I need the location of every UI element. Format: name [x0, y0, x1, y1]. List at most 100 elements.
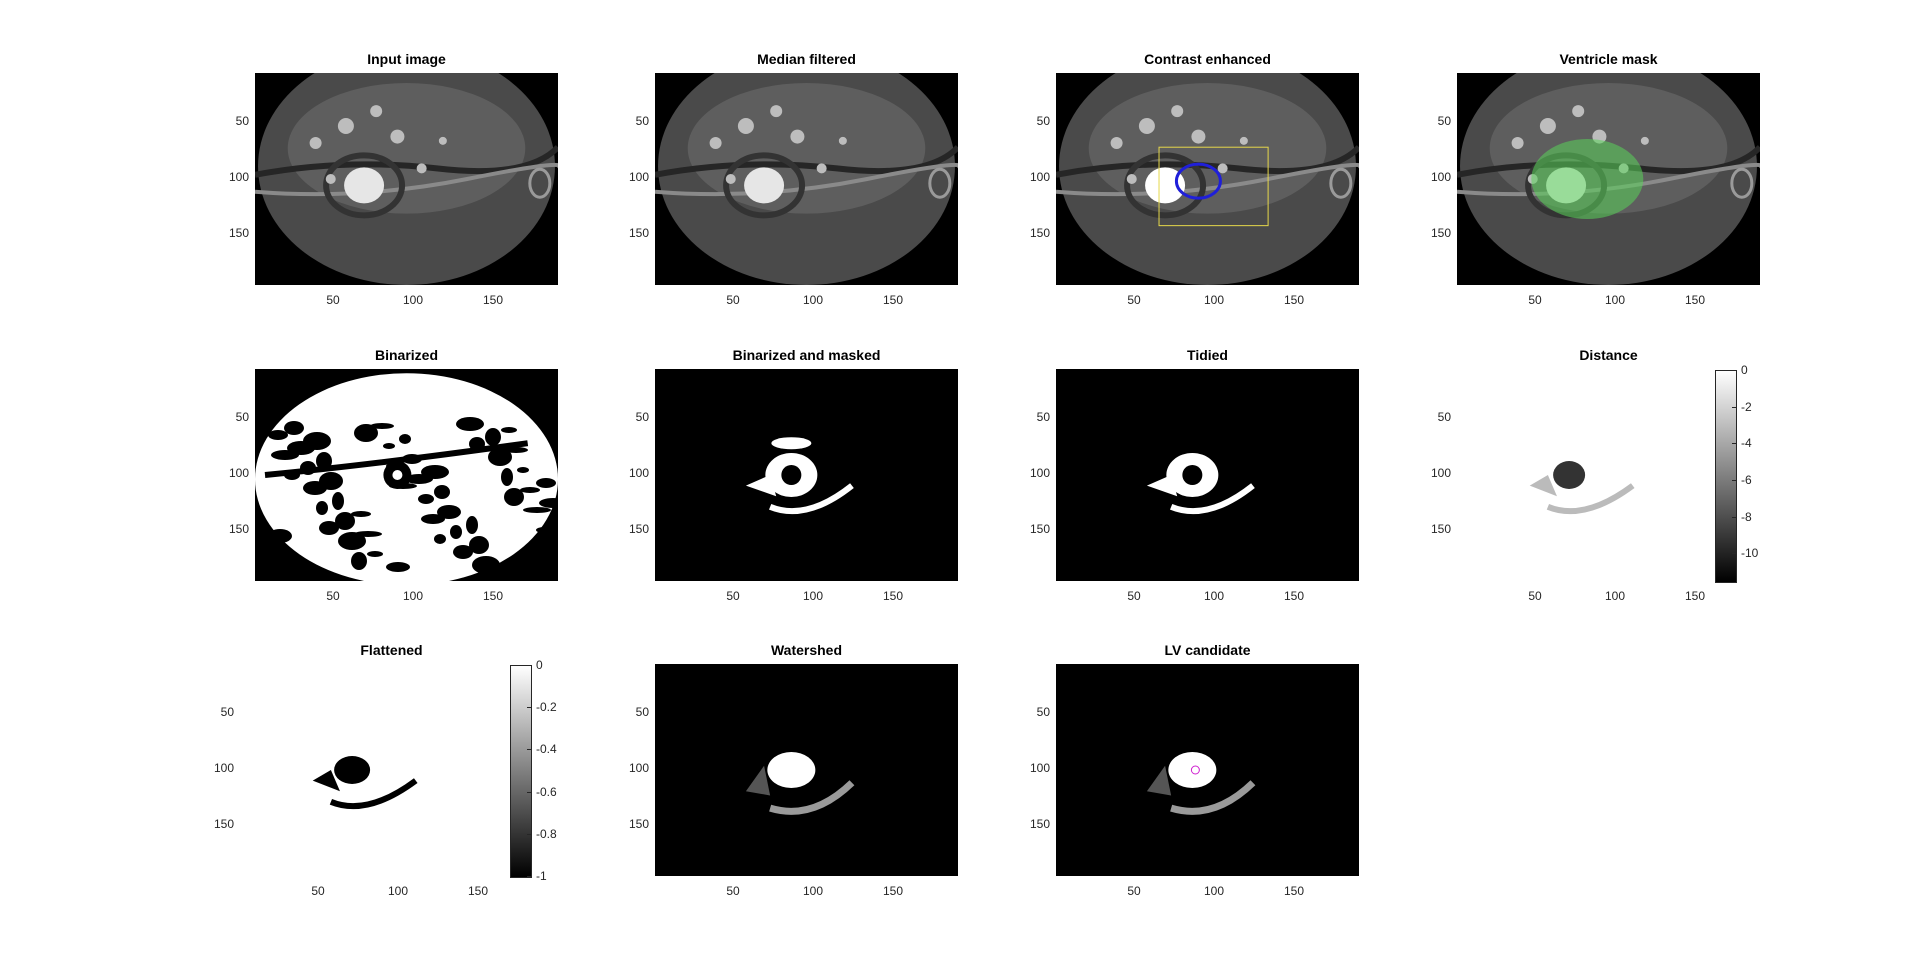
- x-tick-label: 100: [1203, 884, 1225, 898]
- y-tick-label: 100: [1430, 170, 1451, 184]
- colorbar: [510, 665, 532, 878]
- x-tick-label: 150: [1684, 293, 1706, 307]
- y-tick-label: 50: [220, 705, 234, 719]
- y-tick-label: 50: [1036, 114, 1050, 128]
- x-tick-label: 50: [1127, 884, 1141, 898]
- y-tick-label: 150: [228, 226, 249, 240]
- panel-title: Tidied: [1187, 347, 1228, 363]
- x-tick-label: 100: [387, 884, 409, 898]
- y-tick-label: 50: [235, 114, 249, 128]
- colorbar-tick: [1732, 443, 1736, 445]
- x-tick-label: 150: [482, 293, 504, 307]
- colorbar-tick: [527, 791, 531, 793]
- colorbar-tick: [527, 876, 531, 877]
- y-tick-label: 50: [235, 410, 249, 424]
- y-tick-label: 100: [628, 466, 649, 480]
- panel-image: [255, 73, 558, 285]
- colorbar-tick: [527, 749, 531, 751]
- y-tick-label: 50: [635, 705, 649, 719]
- x-tick-label: 100: [402, 589, 424, 603]
- colorbar-tick-label: -6: [1741, 473, 1752, 488]
- panel-image: [655, 369, 958, 581]
- x-tick-label: 150: [1283, 589, 1305, 603]
- colorbar-tick: [1732, 553, 1736, 555]
- x-tick-label: 150: [1283, 884, 1305, 898]
- colorbar-tick: [1732, 406, 1736, 408]
- colorbar-tick-label: -1: [536, 869, 547, 883]
- colorbar-tick: [527, 833, 531, 835]
- panel-image: [655, 73, 958, 285]
- x-tick-label: 50: [1528, 293, 1542, 307]
- panel-title: Flattened: [360, 642, 423, 658]
- y-tick-label: 100: [1029, 761, 1050, 775]
- x-tick-label: 150: [882, 589, 904, 603]
- y-tick-label: 100: [1430, 466, 1451, 480]
- x-tick-label: 50: [326, 589, 340, 603]
- y-tick-label: 150: [1029, 226, 1050, 240]
- x-tick-label: 150: [882, 884, 904, 898]
- panel-title: Input image: [367, 51, 446, 67]
- x-tick-label: 50: [326, 293, 340, 307]
- y-tick-label: 150: [228, 522, 249, 536]
- colorbar-tick-label: -0.8: [536, 826, 557, 841]
- y-tick-label: 100: [628, 170, 649, 184]
- panel-image: [1056, 664, 1359, 876]
- x-tick-label: 50: [726, 293, 740, 307]
- y-tick-label: 50: [1036, 705, 1050, 719]
- x-tick-label: 50: [311, 884, 325, 898]
- colorbar-tick-label: -8: [1741, 509, 1752, 524]
- y-tick-label: 150: [628, 522, 649, 536]
- x-tick-label: 150: [882, 293, 904, 307]
- colorbar-tick-label: -10: [1741, 546, 1759, 561]
- panel-title: Binarized and masked: [732, 347, 881, 363]
- y-tick-label: 50: [635, 114, 649, 128]
- colorbar-tick: [1732, 516, 1736, 518]
- panel-title: Median filtered: [757, 51, 856, 67]
- x-tick-label: 50: [1127, 293, 1141, 307]
- panel-title: Ventricle mask: [1559, 51, 1658, 67]
- panel-title: Contrast enhanced: [1144, 51, 1271, 67]
- colorbar-tick: [527, 665, 531, 666]
- x-tick-label: 100: [1203, 589, 1225, 603]
- y-tick-label: 50: [1036, 410, 1050, 424]
- panel-image: [255, 369, 558, 581]
- y-tick-label: 100: [228, 170, 249, 184]
- x-tick-label: 100: [802, 293, 824, 307]
- y-tick-label: 150: [628, 226, 649, 240]
- panel-title: Binarized: [374, 347, 438, 363]
- x-tick-label: 50: [726, 884, 740, 898]
- panel-image: [655, 664, 958, 876]
- y-tick-label: 150: [213, 817, 234, 831]
- x-tick-label: 100: [402, 293, 424, 307]
- colorbar-tick: [527, 707, 531, 709]
- x-tick-label: 150: [482, 589, 504, 603]
- x-tick-label: 150: [467, 884, 489, 898]
- colorbar-tick-label: -4: [1741, 436, 1752, 451]
- y-tick-label: 100: [1029, 170, 1050, 184]
- panel-image: [1056, 369, 1359, 581]
- colorbar-tick-label: -0.4: [536, 742, 557, 757]
- panel-image: [1457, 369, 1760, 581]
- y-tick-label: 50: [1437, 410, 1451, 424]
- panel-title: Watershed: [770, 642, 843, 658]
- colorbar-tick-label: -0.6: [536, 784, 557, 799]
- x-tick-label: 100: [1604, 293, 1626, 307]
- x-tick-label: 150: [1684, 589, 1706, 603]
- y-tick-label: 150: [628, 817, 649, 831]
- y-tick-label: 150: [1430, 522, 1451, 536]
- x-tick-label: 50: [726, 589, 740, 603]
- colorbar-tick-label: 0: [1741, 363, 1748, 377]
- y-tick-label: 150: [1029, 522, 1050, 536]
- x-tick-label: 150: [1283, 293, 1305, 307]
- colorbar: [1715, 370, 1737, 583]
- x-tick-label: 100: [802, 884, 824, 898]
- x-tick-label: 100: [1604, 589, 1626, 603]
- colorbar-tick: [1732, 480, 1736, 482]
- x-tick-label: 50: [1528, 589, 1542, 603]
- y-tick-label: 150: [1430, 226, 1451, 240]
- y-tick-label: 50: [635, 410, 649, 424]
- y-tick-label: 100: [628, 761, 649, 775]
- panel-title: LV candidate: [1164, 642, 1251, 658]
- x-tick-label: 100: [802, 589, 824, 603]
- y-tick-label: 150: [1029, 817, 1050, 831]
